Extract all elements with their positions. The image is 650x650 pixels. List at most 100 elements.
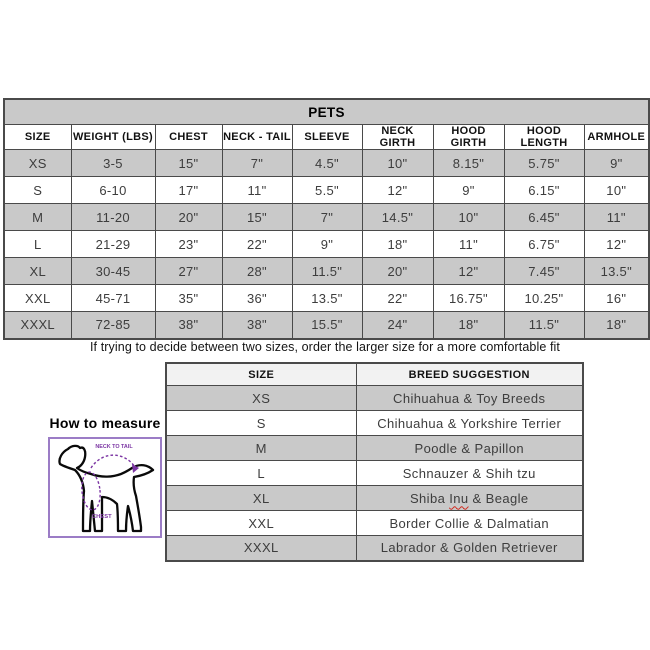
- pets-size-table: PETS SIZE WEIGHT (LBS) CHEST NECK - TAIL SLE…: [3, 98, 650, 340]
- table-cell: 11.5": [291, 257, 363, 285]
- sizing-note: If trying to decide between two sizes, o…: [89, 340, 561, 354]
- table-cell: 72-85: [70, 311, 156, 339]
- table-cell: 3-5: [70, 149, 156, 177]
- table-cell: 18": [432, 311, 505, 339]
- neck-to-tail-label: NECK TO TAIL: [95, 444, 133, 450]
- table-cell: 11-20: [70, 203, 156, 231]
- table-cell: 12": [361, 176, 434, 204]
- table-cell: M: [165, 435, 357, 461]
- table-cell: 38": [154, 311, 223, 339]
- table-cell: Chihuahua & Toy Breeds: [355, 385, 584, 411]
- table-cell: Labrador & Golden Retriever: [355, 535, 584, 561]
- table-row: S 6-10 17" 11" 5.5" 12" 9" 6.15" 10": [3, 176, 650, 204]
- column-header: SIZE: [165, 362, 357, 386]
- table-header-row: SIZE BREED SUGGESTION: [165, 362, 584, 386]
- table-cell: 38": [221, 311, 293, 339]
- column-header: ARMHOLE: [583, 124, 650, 150]
- chest-label: CHEST: [92, 514, 112, 520]
- table-cell: Chihuahua & Yorkshire Terrier: [355, 410, 584, 436]
- how-to-measure-title: How to measure: [49, 415, 161, 431]
- table-row: L Schnauzer & Shih tzu: [165, 460, 584, 486]
- table-cell: 28": [221, 257, 293, 285]
- table-cell: 5.5": [291, 176, 363, 204]
- table-cell: 6.45": [503, 203, 585, 231]
- table-cell: Border Collie & Dalmatian: [355, 510, 584, 536]
- table-cell: 18": [361, 230, 434, 258]
- table-title: PETS: [3, 98, 650, 125]
- column-header: SLEEVE: [291, 124, 363, 150]
- table-cell: XS: [3, 149, 72, 177]
- table-cell: 16": [583, 284, 650, 312]
- table-cell: 9": [583, 149, 650, 177]
- table-cell: 4.5": [291, 149, 363, 177]
- table-cell: 17": [154, 176, 223, 204]
- table-row: XL 30-45 27" 28" 11.5" 20" 12" 7.45" 13.5": [3, 257, 650, 285]
- column-header: NECK - TAIL: [221, 124, 293, 150]
- table-cell: 15": [154, 149, 223, 177]
- table-cell: 11": [432, 230, 505, 258]
- table-cell: 12": [432, 257, 505, 285]
- column-header: WEIGHT (LBS): [70, 124, 156, 150]
- table-cell: 18": [583, 311, 650, 339]
- measure-diagram-box: NECK TO TAIL CHEST: [48, 437, 162, 538]
- table-row: XXL 45-71 35" 36" 13.5" 22" 16.75" 10.25" 16": [3, 284, 650, 312]
- table-cell: Shiba Inu & Beagle: [355, 485, 584, 511]
- table-cell: 20": [154, 203, 223, 231]
- table-cell: 9": [291, 230, 363, 258]
- table-cell: 6.15": [503, 176, 585, 204]
- table-cell: M: [3, 203, 72, 231]
- table-cell: 35": [154, 284, 223, 312]
- table-cell: 30-45: [70, 257, 156, 285]
- table-cell: 16.75": [432, 284, 505, 312]
- column-header: SIZE: [3, 124, 72, 150]
- table-cell: 45-71: [70, 284, 156, 312]
- table-row: XS Chihuahua & Toy Breeds: [165, 385, 584, 411]
- table-row: M Poodle & Papillon: [165, 435, 584, 461]
- table-cell: 23": [154, 230, 223, 258]
- table-cell: 12": [583, 230, 650, 258]
- table-cell: 21-29: [70, 230, 156, 258]
- table-cell: 27": [154, 257, 223, 285]
- table-cell: S: [165, 410, 357, 436]
- table-cell: 9": [432, 176, 505, 204]
- table-cell: 11": [221, 176, 293, 204]
- table-cell: 6.75": [503, 230, 585, 258]
- table-cell: 6-10: [70, 176, 156, 204]
- table-cell: 7": [291, 203, 363, 231]
- table-row: M 11-20 20" 15" 7" 14.5" 10" 6.45" 11": [3, 203, 650, 231]
- table-cell: 24": [361, 311, 434, 339]
- table-row: XXXL 72-85 38" 38" 15.5" 24" 18" 11.5" 18": [3, 311, 650, 339]
- neck-to-tail-arc: [90, 454, 136, 469]
- column-header: CHEST: [154, 124, 223, 150]
- breed-suggestion-table: SIZE BREED SUGGESTION XS Chihuahua & Toy B…: [165, 362, 584, 562]
- table-cell: XXL: [165, 510, 357, 536]
- column-header: BREED SUGGESTION: [355, 362, 584, 386]
- table-cell: 13.5": [583, 257, 650, 285]
- table-cell: L: [3, 230, 72, 258]
- table-row: XXXL Labrador & Golden Retriever: [165, 535, 584, 561]
- table-cell: 13.5": [291, 284, 363, 312]
- table-cell: 20": [361, 257, 434, 285]
- table-cell: 8.15": [432, 149, 505, 177]
- misspelled-word: Inu: [449, 490, 469, 506]
- table-row: L 21-29 23" 22" 9" 18" 11" 6.75" 12": [3, 230, 650, 258]
- table-cell: XXXL: [165, 535, 357, 561]
- table-cell: 22": [361, 284, 434, 312]
- table-cell: 15.5": [291, 311, 363, 339]
- table-cell: S: [3, 176, 72, 204]
- table-row: XXL Border Collie & Dalmatian: [165, 510, 584, 536]
- table-cell: XS: [165, 385, 357, 411]
- table-cell: 10": [432, 203, 505, 231]
- table-cell: L: [165, 460, 357, 486]
- arrowhead-icon: [132, 464, 139, 473]
- table-cell: 10": [583, 176, 650, 204]
- table-cell: XL: [165, 485, 357, 511]
- table-header-row: SIZE WEIGHT (LBS) CHEST NECK - TAIL SLEEVE NE…: [3, 124, 650, 150]
- table-cell: XXXL: [3, 311, 72, 339]
- table-cell: 36": [221, 284, 293, 312]
- table-cell: XXL: [3, 284, 72, 312]
- table-row: XL Shiba Inu & Beagle: [165, 485, 584, 511]
- table-cell: 7.45": [503, 257, 585, 285]
- table-cell: XL: [3, 257, 72, 285]
